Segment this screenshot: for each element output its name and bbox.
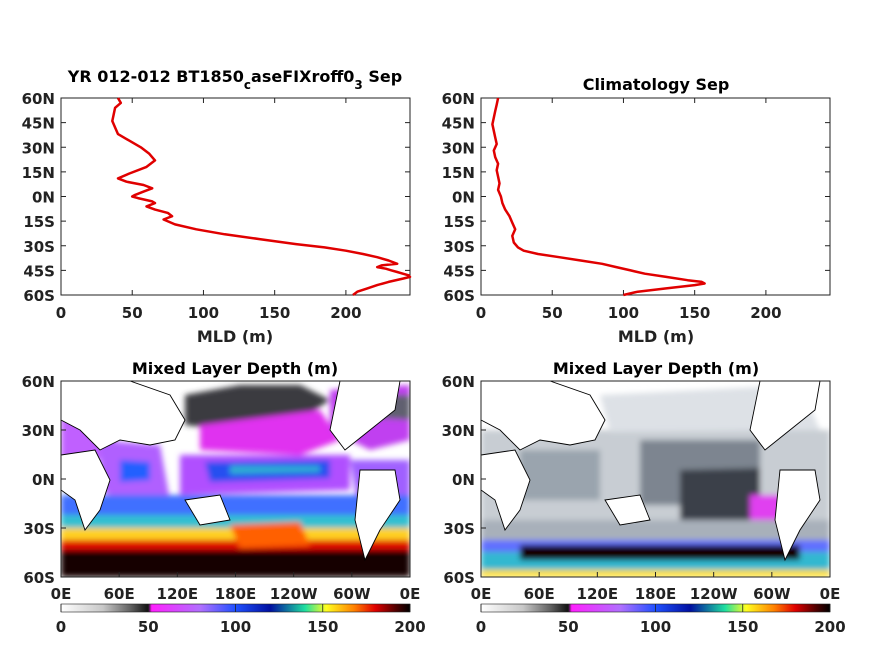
x-tick-label: 100 xyxy=(188,304,219,322)
x-tick-label: 60E xyxy=(104,585,135,603)
x-tick-label: 100 xyxy=(608,304,639,322)
y-tick-label: 30S xyxy=(23,520,55,538)
x-tick-label: 0E xyxy=(51,585,72,603)
x-tick-label: 150 xyxy=(259,304,290,322)
panel-title-climatology: Climatology Sep xyxy=(583,75,730,94)
map-title: Mixed Layer Depth (m) xyxy=(553,359,759,378)
y-tick-label: 30N xyxy=(22,422,55,440)
land-masses xyxy=(61,381,401,562)
x-tick-label: 120W xyxy=(270,585,318,603)
mld-profile-line xyxy=(111,97,412,296)
y-tick-label: 15S xyxy=(443,213,475,231)
y-tick-label: 45S xyxy=(23,262,55,280)
x-tick-label: 0E xyxy=(400,585,421,603)
x-tick-label: 50 xyxy=(122,304,143,322)
colorbar-tick-label: 100 xyxy=(220,618,251,636)
map-title: Mixed Layer Depth (m) xyxy=(132,359,338,378)
x-tick-label: 180E xyxy=(635,585,677,603)
x-tick-label: 0 xyxy=(56,304,66,322)
colorbar-tick-label: 0 xyxy=(476,618,486,636)
x-tick-label: 50 xyxy=(542,304,563,322)
mld-map-climatology: Mixed Layer Depth (m) xyxy=(442,359,846,636)
y-tick-label: 0N xyxy=(452,471,475,489)
y-tick-label: 60N xyxy=(22,90,55,108)
colorbar-tick-label: 100 xyxy=(640,618,671,636)
x-tick-label: 120E xyxy=(577,585,619,603)
y-tick-label: 15S xyxy=(23,213,55,231)
y-tick-label: 30N xyxy=(442,139,475,157)
y-tick-label: 60S xyxy=(23,287,55,305)
y-tick-label: 60N xyxy=(442,90,475,108)
y-tick-label: 0N xyxy=(32,471,55,489)
x-axis-label: MLD (m) xyxy=(197,327,273,346)
y-tick-label: 0N xyxy=(452,189,475,207)
land-masses xyxy=(481,381,821,562)
colorbar-tick-label: 0 xyxy=(56,618,66,636)
x-tick-label: 120E xyxy=(157,585,199,603)
colorbar-tick-label: 200 xyxy=(814,618,845,636)
colorbar-tick-label: 150 xyxy=(307,618,338,636)
colorbar-tick-label: 200 xyxy=(394,618,425,636)
y-tick-label: 30S xyxy=(443,238,475,256)
x-tick-label: 60W xyxy=(333,585,371,603)
y-tick-label: 60S xyxy=(23,569,55,587)
plot-frame xyxy=(60,97,411,296)
y-tick-label: 30S xyxy=(23,238,55,256)
colorbar-tick-label: 50 xyxy=(558,618,579,636)
mld-map-field xyxy=(61,381,410,577)
x-tick-label: 150 xyxy=(679,304,710,322)
y-tick-label: 45N xyxy=(22,115,55,133)
y-tick-label: 0N xyxy=(32,189,55,207)
x-axis-label: MLD (m) xyxy=(618,327,694,346)
profile-panel-model: YR 012-012 BT1850caseFIXroff03 Sep 60N 45… xyxy=(22,67,412,346)
x-tick-label: 180E xyxy=(215,585,257,603)
y-tick-label: 60N xyxy=(22,373,55,391)
x-tick-label: 0 xyxy=(476,304,486,322)
plot-frame xyxy=(480,97,831,296)
y-tick-label: 15N xyxy=(22,164,55,182)
x-tick-label: 200 xyxy=(750,304,781,322)
x-tick-label: 60E xyxy=(524,585,555,603)
y-tick-label: 60S xyxy=(443,569,475,587)
y-tick-label: 30N xyxy=(22,139,55,157)
x-tick-label: 0E xyxy=(820,585,841,603)
y-tick-label: 45N xyxy=(442,115,475,133)
mld-map-field xyxy=(481,381,830,577)
mld-profile-line xyxy=(491,97,706,297)
x-tick-label: 0E xyxy=(471,585,492,603)
panel-title-model: YR 012-012 BT1850caseFIXroff03 Sep xyxy=(67,67,402,92)
x-tick-label: 60W xyxy=(753,585,791,603)
colorbar-tick-label: 50 xyxy=(138,618,159,636)
profile-panel-climatology: Climatology Sep 60N 45N 30N 15N 0N 15S 30S 45S 6… xyxy=(442,75,831,346)
colorbar-tick-label: 150 xyxy=(727,618,758,636)
x-tick-label: 120W xyxy=(690,585,738,603)
mld-map-model: Mixed Layer Depth (m) xyxy=(22,359,426,636)
y-tick-label: 45S xyxy=(443,262,475,280)
y-tick-label: 30S xyxy=(443,520,475,538)
y-tick-label: 15N xyxy=(442,164,475,182)
y-tick-label: 60N xyxy=(442,373,475,391)
x-tick-label: 200 xyxy=(330,304,361,322)
y-tick-label: 30N xyxy=(442,422,475,440)
y-tick-label: 60S xyxy=(443,287,475,305)
